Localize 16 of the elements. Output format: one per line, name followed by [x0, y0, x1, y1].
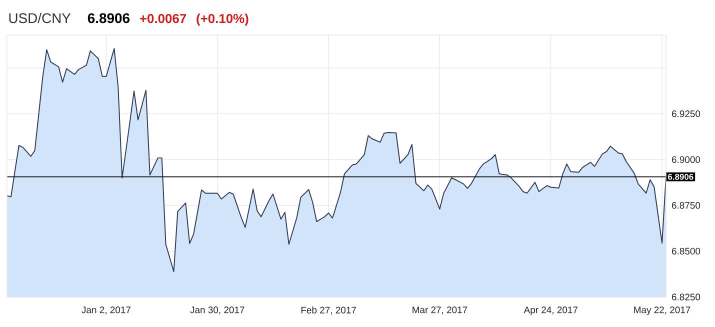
y-tick-label: 6.9000 — [672, 156, 700, 163]
x-tick-label: May 22, 2017 — [634, 306, 690, 316]
y-tick-label: 6.9250 — [672, 110, 700, 118]
text: (+0.10%) — [196, 14, 248, 26]
y-tick-label: 6.8250 — [672, 294, 700, 300]
x-tick-label: Mar 27, 2017 — [412, 306, 468, 314]
chart-title: USD/CNY — [9, 12, 71, 24]
x-tick-label: Jan 30, 2017 — [190, 306, 244, 314]
ref-line-label: 6.8906 — [668, 174, 694, 180]
x-tick-label: Apr 24, 2017 — [524, 306, 578, 316]
chart-subtitle: 6.8906 — [88, 13, 130, 24]
x-tick-label: Jan 2, 2017 — [82, 306, 130, 314]
x-tick-label: Feb 27, 2017 — [301, 306, 356, 315]
y-tick-label: 6.8750 — [672, 202, 700, 209]
text: +0.0067 — [140, 14, 186, 24]
y-tick-label: 6.8500 — [672, 248, 700, 255]
